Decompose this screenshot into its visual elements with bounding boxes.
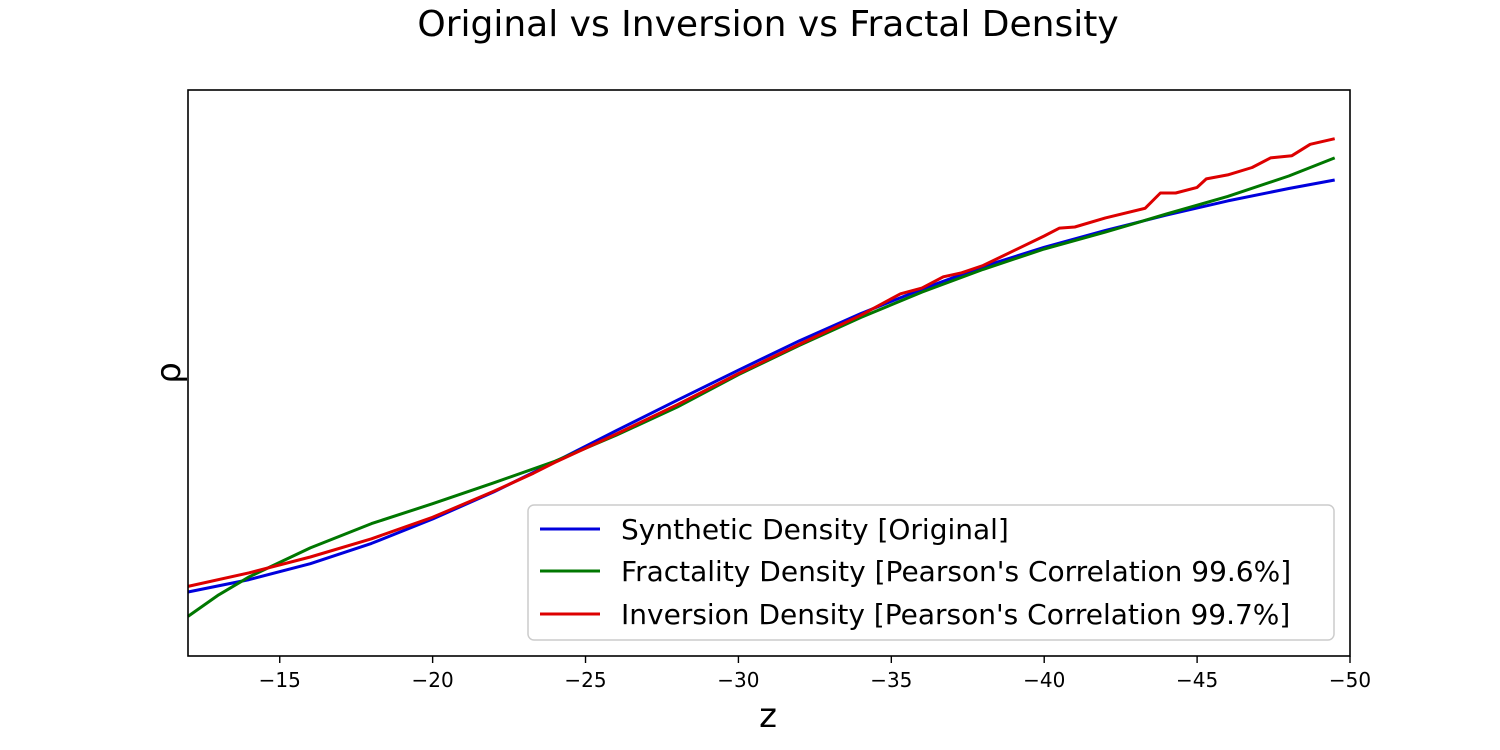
legend-label-inversion: Inversion Density [Pearson's Correlation… [621, 598, 1290, 631]
x-tick-label: −30 [717, 668, 759, 692]
x-tick-label: −25 [564, 668, 606, 692]
x-tick-label: −50 [1329, 668, 1371, 692]
legend-box [527, 504, 1335, 641]
y-axis-label: ρ [149, 362, 189, 384]
legend-label-fractality: Fractality Density [Pearson's Correlatio… [621, 555, 1291, 588]
x-axis-label: z [759, 696, 777, 736]
series-line-inversion [187, 137, 1336, 588]
series-layer [187, 137, 1336, 618]
x-tick-label: −35 [870, 668, 912, 692]
x-tick-label: −40 [1023, 668, 1065, 692]
x-tick-label: −15 [259, 668, 301, 692]
x-axis-ticks: −15 −20 −25 −30 −35 −40 −45 −50 [259, 656, 1371, 692]
x-tick-label: −45 [1176, 668, 1218, 692]
plot-frame [187, 89, 1351, 657]
legend-label-synthetic: Synthetic Density [Original] [621, 513, 1009, 546]
x-tick-label: −20 [412, 668, 454, 692]
chart-title: Original vs Inversion vs Fractal Density [417, 4, 1118, 45]
legend: Synthetic Density [Original] Fractality … [527, 504, 1335, 641]
